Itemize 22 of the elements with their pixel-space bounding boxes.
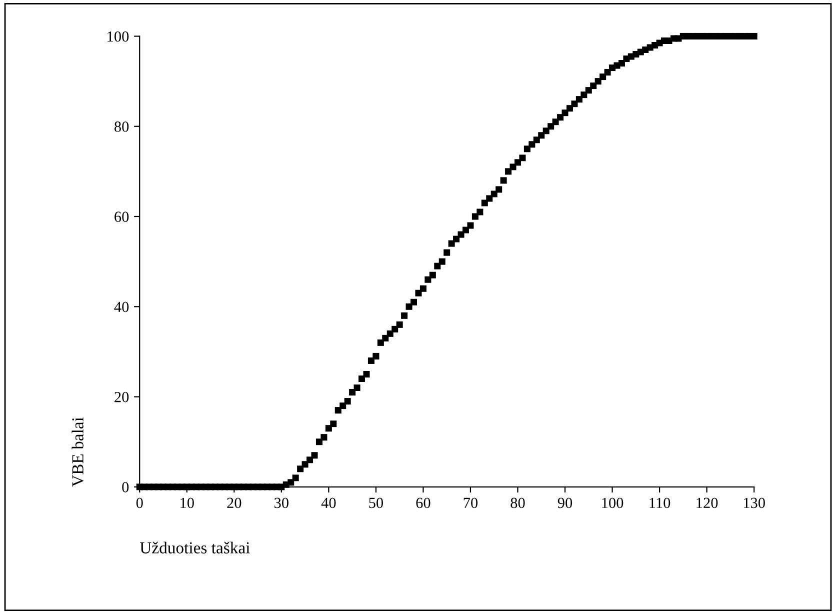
x-tick-label: 110 xyxy=(650,498,670,508)
x-tick-label: 90 xyxy=(558,498,572,508)
y-tick-label: 100 xyxy=(108,31,129,42)
x-tick-label: 100 xyxy=(602,498,624,508)
x-tick-label: 120 xyxy=(696,498,718,508)
x-tick-label: 130 xyxy=(744,498,765,508)
y-tick-label: 0 xyxy=(122,482,129,492)
y-tick-label: 20 xyxy=(114,392,129,402)
x-tick-label: 60 xyxy=(416,498,430,508)
x-tick-label: 30 xyxy=(274,498,288,508)
y-tick-label: 40 xyxy=(114,302,129,312)
x-tick-label: 20 xyxy=(227,498,242,508)
y-axis-title: VBE balai xyxy=(72,417,84,487)
x-tick-label: 50 xyxy=(369,498,383,508)
x-tick-label: 80 xyxy=(510,498,525,508)
x-tick-label: 70 xyxy=(464,498,478,508)
y-tick-label: 60 xyxy=(114,212,129,222)
y-tick-label: 80 xyxy=(114,122,129,132)
x-tick-label: 40 xyxy=(321,498,336,508)
x-tick-label: 0 xyxy=(136,498,143,508)
x-axis-title: Užduoties taškai xyxy=(140,542,250,554)
x-tick-label: 10 xyxy=(180,498,194,508)
